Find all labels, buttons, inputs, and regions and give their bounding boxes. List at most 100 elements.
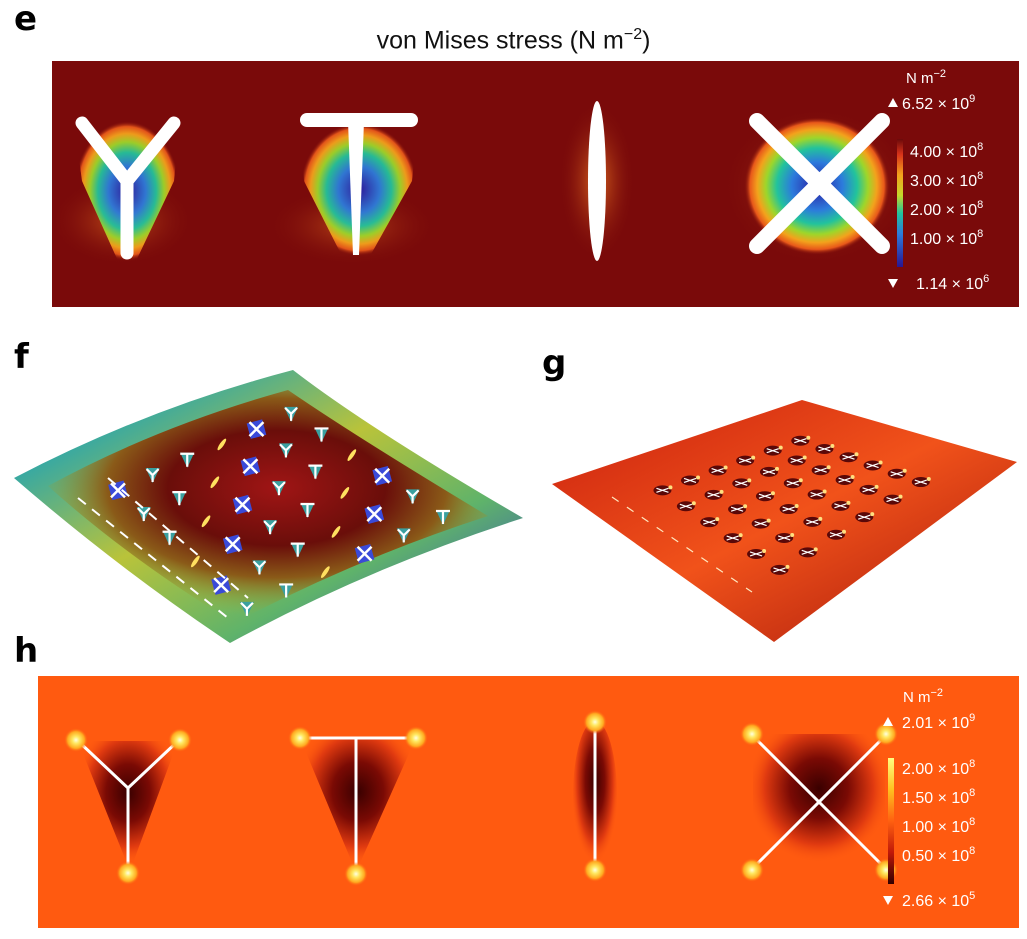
x-shape-ribs bbox=[749, 113, 890, 254]
e-colorbar-tick-1: 3.00 × 108 bbox=[910, 170, 983, 190]
f-unit-cell-y bbox=[405, 489, 420, 505]
g-unit-cell bbox=[807, 489, 827, 500]
g-unit-cell bbox=[732, 478, 752, 489]
panel-letter-h: h bbox=[14, 631, 39, 671]
e-min-triangle-icon bbox=[888, 279, 898, 288]
panel-h-colorbar: N m−2 2.01 × 109 2.00 × 108 1.50 × 108 1.0… bbox=[883, 687, 975, 910]
g-unit-cell bbox=[736, 455, 756, 466]
g-unit-cell bbox=[831, 500, 851, 511]
g-unit-cell bbox=[791, 435, 811, 446]
f-unit-cell-markers bbox=[77, 406, 450, 619]
f-unit-cell-t bbox=[435, 509, 450, 526]
f-stress-dome bbox=[48, 390, 488, 623]
e-colorbar-unit: N m−2 bbox=[906, 68, 946, 87]
f-unit-cell-i bbox=[201, 515, 211, 528]
f-unit-cell-i bbox=[210, 476, 220, 489]
f-unit-cell-y bbox=[263, 520, 278, 536]
f-unit-cell-y bbox=[284, 406, 299, 422]
panel-f-deformed-membrane bbox=[8, 368, 533, 648]
f-unit-cell-t bbox=[279, 583, 294, 599]
g-unit-cell bbox=[751, 518, 771, 529]
g-unit-cell bbox=[708, 465, 728, 476]
panel-f-svg bbox=[14, 370, 523, 643]
panel-h-svg: N m−2 2.01 × 109 2.00 × 108 1.50 × 108 1.0… bbox=[38, 676, 1019, 928]
i-shape-rib bbox=[588, 101, 606, 261]
e-colorbar-tick-3: 1.00 × 108 bbox=[910, 228, 983, 248]
g-unit-cell bbox=[775, 532, 795, 543]
f-unit-cell-y bbox=[239, 601, 254, 617]
g-unit-cell bbox=[704, 489, 724, 500]
e-max-triangle-icon bbox=[888, 98, 898, 107]
g-unit-cell bbox=[763, 445, 783, 456]
e-colorbar-tick-0: 4.00 × 108 bbox=[910, 141, 983, 161]
panel-letter-f: f bbox=[14, 337, 29, 377]
g-unit-cell bbox=[798, 547, 818, 558]
f-unit-cell-i bbox=[191, 555, 200, 568]
g-unit-cell bbox=[779, 504, 799, 515]
g-unit-cell bbox=[887, 468, 907, 479]
h-colorbar-tick-3: 0.50 × 108 bbox=[902, 845, 975, 865]
g-unit-cell bbox=[883, 494, 903, 505]
h-max-triangle-icon bbox=[883, 717, 893, 726]
title-text: von Mises stress (N m bbox=[376, 26, 624, 55]
g-unit-cell bbox=[783, 478, 803, 489]
g-unit-cell bbox=[826, 529, 846, 540]
figure-title: von Mises stress (N m−2) bbox=[0, 26, 1027, 55]
panel-g-flat-membrane bbox=[552, 392, 1022, 647]
h-colorbar-min: 2.66 × 105 bbox=[902, 890, 975, 910]
e-colorbar-min: 1.14 × 106 bbox=[916, 273, 989, 293]
f-unit-cell-i bbox=[321, 566, 330, 578]
f-unit-cell-x bbox=[354, 543, 375, 564]
h-colorbar-unit: N m−2 bbox=[903, 687, 943, 706]
f-unit-cell-x bbox=[232, 494, 253, 515]
f-unit-cell-i bbox=[331, 526, 341, 538]
f-unit-cell-y bbox=[271, 481, 286, 497]
g-unit-cell bbox=[811, 465, 831, 476]
f-unit-cell-x bbox=[372, 465, 393, 486]
h-min-triangle-icon bbox=[883, 896, 893, 905]
g-unit-cell bbox=[815, 443, 835, 454]
panel-e-svg: N m−2 6.52 × 109 4.00 × 108 3.00 × 108 2.0… bbox=[52, 61, 1019, 307]
f-unit-cell-x bbox=[364, 504, 385, 524]
panel-letter-g: g bbox=[542, 343, 567, 383]
h-colorbar-tick-0: 2.00 × 108 bbox=[902, 758, 975, 778]
f-unit-cell-t bbox=[290, 542, 305, 558]
panel-e-stress-map: N m−2 6.52 × 109 4.00 × 108 3.00 × 108 2.0… bbox=[52, 61, 1019, 307]
f-unit-cell-t bbox=[308, 464, 323, 480]
t-shape-ribs bbox=[300, 113, 418, 255]
f-unit-cell-x bbox=[211, 575, 231, 595]
g-unit-cell bbox=[759, 466, 779, 477]
f-unit-cell-t bbox=[300, 502, 315, 519]
g-unit-cell bbox=[803, 516, 823, 527]
g-unit-cell bbox=[700, 517, 720, 528]
h-x-shape-ribs bbox=[751, 734, 887, 870]
e-colorbar-max: 6.52 × 109 bbox=[902, 93, 975, 113]
g-unit-cell bbox=[728, 504, 748, 515]
g-unit-cell bbox=[723, 533, 743, 544]
g-unit-cell bbox=[859, 484, 879, 495]
g-unit-cell bbox=[681, 475, 701, 486]
f-unit-cell-t bbox=[180, 452, 195, 468]
g-unit-cell-markers bbox=[611, 435, 931, 593]
f-unit-cell-t bbox=[172, 491, 187, 507]
f-unit-cell-i bbox=[340, 487, 350, 499]
g-unit-cell bbox=[855, 512, 875, 523]
e-colorbar-gradient bbox=[897, 139, 903, 267]
title-close: ) bbox=[642, 26, 651, 55]
panel-e-colorbar: N m−2 6.52 × 109 4.00 × 108 3.00 × 108 2.0… bbox=[888, 68, 989, 293]
f-unit-cell-y bbox=[396, 528, 411, 544]
panel-h-stress-map: N m−2 2.01 × 109 2.00 × 108 1.50 × 108 1.0… bbox=[38, 676, 1019, 928]
g-unit-cell bbox=[676, 501, 696, 512]
f-unit-cell-i bbox=[217, 438, 227, 451]
h-colorbar-tick-1: 1.50 × 108 bbox=[902, 787, 975, 807]
h-t-shape-ribs bbox=[300, 736, 416, 872]
f-unit-cell-y bbox=[136, 507, 151, 523]
f-unit-cell-i bbox=[347, 449, 357, 461]
g-unit-cell bbox=[747, 548, 767, 559]
g-unit-cell bbox=[835, 475, 855, 486]
f-unit-cell-y bbox=[145, 468, 160, 484]
e-colorbar-tick-2: 2.00 × 108 bbox=[910, 199, 983, 219]
g-unit-cell bbox=[770, 564, 790, 575]
f-unit-cell-t bbox=[314, 427, 329, 443]
g-plate-surface bbox=[552, 400, 1017, 642]
